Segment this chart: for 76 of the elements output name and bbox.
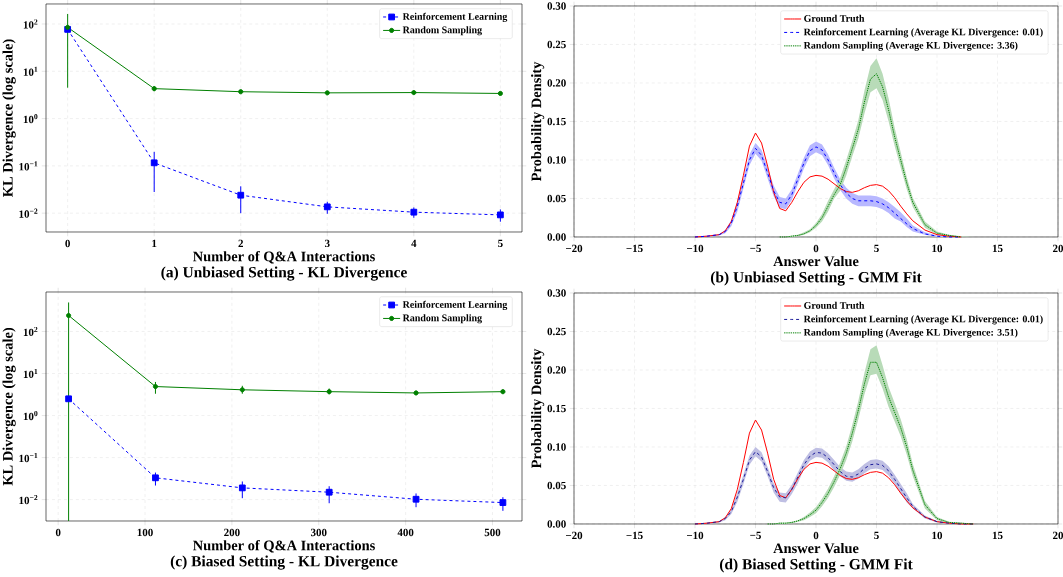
x-tick-label: 20 bbox=[1052, 531, 1063, 540]
x-tick-label: 4 bbox=[411, 239, 417, 247]
x-tick-label: −10 bbox=[686, 244, 704, 253]
x-tick-label: 3 bbox=[324, 239, 330, 248]
x-tick-label: −20 bbox=[565, 531, 583, 540]
y-tick-label: 0.05 bbox=[547, 481, 566, 490]
x-tick-label: −15 bbox=[626, 244, 643, 253]
x-tick-label: 100 bbox=[137, 528, 153, 537]
x-tick-label: 15 bbox=[992, 244, 1003, 253]
y-tick-label: 0.30 bbox=[547, 2, 566, 10]
legend-label: Ground Truth bbox=[804, 301, 865, 309]
y-axis-title: Probability Density bbox=[531, 348, 545, 469]
y-tick-label: 10$^{−1}$ bbox=[19, 161, 38, 171]
x-tick-label: 5 bbox=[498, 239, 503, 248]
y-tick-label: 0.25 bbox=[547, 40, 566, 49]
legend-label: Reinforcement Learning (Average KL Divergence: 0.01) bbox=[803, 28, 1043, 38]
x-axis-title: Number of Q&A Interactions bbox=[193, 539, 375, 553]
y-tick-label: 0.00 bbox=[547, 520, 566, 528]
x-tick-label: −5 bbox=[750, 244, 761, 253]
text: (c) Biased Setting - KL Divergence bbox=[170, 555, 398, 570]
y-axis-title: KL Divergence (log scale) bbox=[2, 39, 16, 197]
y-tick-label: 0.25 bbox=[547, 327, 566, 336]
y-tick-label: 0.15 bbox=[547, 117, 566, 126]
y-tick-label: 0.00 bbox=[547, 233, 566, 241]
y-tick-label: 10$^{2}$ bbox=[23, 19, 38, 29]
x-axis-title: Answer Value bbox=[773, 542, 859, 554]
x-tick-label: 400 bbox=[397, 528, 414, 537]
y-tick-label: 10$^{−2}$ bbox=[19, 495, 38, 505]
x-axis-title: Number of Q&A Interactions bbox=[193, 250, 375, 264]
legend-label: Random Sampling bbox=[402, 314, 482, 324]
x-tick-label: 15 bbox=[992, 531, 1003, 540]
x-tick-label: −10 bbox=[686, 531, 704, 540]
x-tick-label: 5 bbox=[874, 244, 879, 253]
x-tick-label: 200 bbox=[224, 528, 240, 537]
y-axis-title: Probability Density bbox=[531, 61, 545, 182]
x-tick-label: 1 bbox=[152, 239, 157, 247]
y-tick-label: 10$^{1}$ bbox=[23, 368, 38, 379]
x-tick-label: −15 bbox=[626, 531, 643, 540]
x-tick-label: 500 bbox=[484, 528, 501, 537]
x-tick-label: −5 bbox=[750, 531, 761, 540]
legend-label: Reinforcement Learning bbox=[402, 300, 508, 310]
y-axis-title: KL Divergence (log scale) bbox=[2, 327, 16, 486]
x-tick-label: 0 bbox=[65, 239, 70, 248]
legend-label: Random Sampling (Average KL Divergence: 3.51) bbox=[803, 328, 1018, 338]
x-tick-label: 5 bbox=[874, 531, 879, 540]
y-tick-label: 0.05 bbox=[547, 194, 566, 203]
y-tick-label: 10$^{2}$ bbox=[23, 326, 38, 337]
x-tick-label: 2 bbox=[238, 239, 243, 247]
x-tick-label: 10 bbox=[932, 531, 943, 540]
x-tick-label: 0 bbox=[813, 244, 819, 253]
x-tick-label: −20 bbox=[565, 244, 583, 253]
text: (b) Unbiased Setting - GMM Fit bbox=[710, 271, 922, 286]
text: (a) Unbiased Setting - KL Divergence bbox=[161, 266, 407, 281]
y-tick-label: 10$^{−1}$ bbox=[19, 453, 38, 463]
y-tick-label: 0.15 bbox=[547, 404, 566, 413]
y-tick-label: 0.10 bbox=[547, 156, 566, 164]
y-tick-label: 0.20 bbox=[547, 366, 566, 374]
y-tick-label: 0.20 bbox=[547, 79, 566, 87]
legend-label: Reinforcement Learning bbox=[402, 12, 508, 22]
y-tick-label: 0.30 bbox=[547, 289, 566, 297]
x-axis-title: Answer Value bbox=[773, 255, 859, 267]
x-tick-label: 0 bbox=[813, 531, 819, 540]
x-tick-label: 300 bbox=[310, 528, 327, 537]
x-tick-label: 20 bbox=[1052, 244, 1063, 253]
legend-label: Random Sampling (Average KL Divergence: 3.36) bbox=[803, 41, 1018, 51]
legend-label: Random Sampling bbox=[402, 26, 482, 36]
legend-label: Reinforcement Learning (Average KL Divergence: 0.01) bbox=[803, 315, 1043, 325]
y-tick-label: 10$^{0}$ bbox=[23, 113, 38, 124]
y-tick-label: 0.10 bbox=[547, 443, 566, 451]
y-tick-label: 10$^{1}$ bbox=[23, 66, 38, 76]
y-tick-label: 10$^{0}$ bbox=[23, 410, 38, 421]
y-tick-label: 10$^{−2}$ bbox=[19, 208, 38, 218]
text: (d) Biased Setting - GMM Fit bbox=[719, 558, 913, 573]
x-tick-label: 0 bbox=[55, 528, 61, 537]
x-tick-label: 10 bbox=[932, 244, 943, 253]
legend-label: Ground Truth bbox=[804, 14, 865, 22]
